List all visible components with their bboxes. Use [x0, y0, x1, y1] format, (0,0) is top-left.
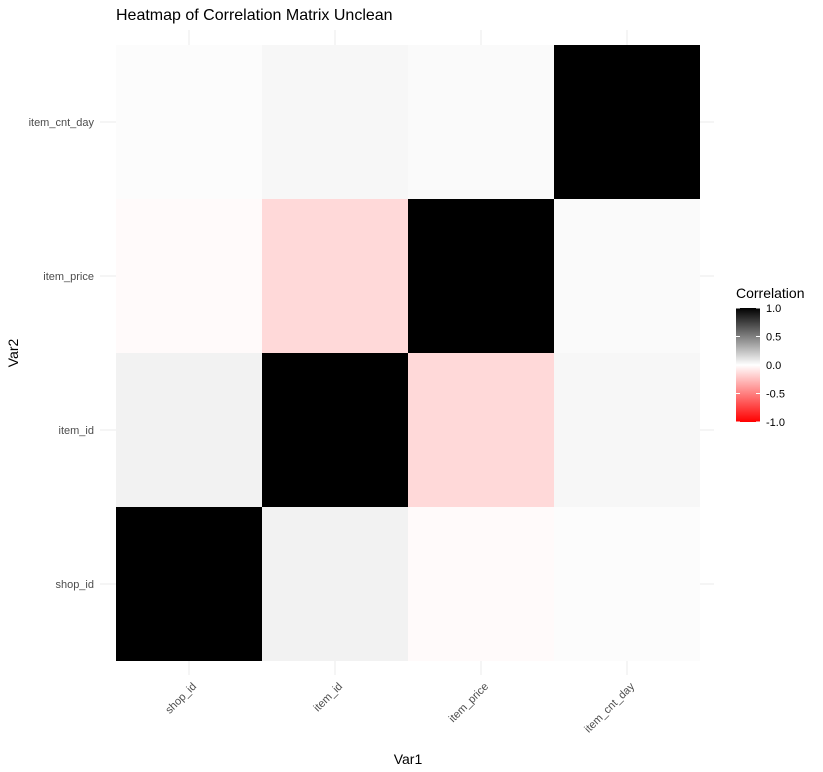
y-tick-label: item_cnt_day: [29, 117, 95, 129]
legend: Correlation 1.0 0.5 0.0 -0.5 -1.0: [736, 285, 804, 429]
legend-tick-label: 0.0: [766, 360, 781, 372]
legend-tick-label: -0.5: [766, 389, 785, 401]
x-tick-label: shop_id: [163, 681, 199, 717]
legend-title: Correlation: [736, 285, 804, 301]
x-axis-title: Var1: [394, 751, 423, 767]
x-tick-label: item_id: [312, 681, 346, 715]
chart-title: Heatmap of Correlation Matrix Unclean: [116, 7, 393, 24]
x-tick-label: item_cnt_day: [582, 680, 637, 735]
legend-tick-label: -1.0: [766, 417, 785, 429]
y-tick-labels: shop_id item_id item_price item_cnt_day: [29, 117, 95, 591]
heatmap-cell-shop_id-item_price: [116, 199, 262, 353]
heatmap-cell-item_cnt_day-item_cnt_day: [554, 45, 700, 199]
heatmap-cell-item_id-item_id: [262, 353, 408, 507]
x-tick-label: item_price: [447, 681, 491, 725]
heatmap-cell-item_price-item_price: [408, 199, 554, 353]
y-tick-label: item_price: [43, 271, 94, 283]
heatmap-cell-item_id-item_price: [262, 199, 408, 353]
heatmap-cell-item_cnt_day-shop_id: [554, 507, 700, 661]
heatmap-cell-item_price-shop_id: [408, 507, 554, 661]
y-axis-title: Var2: [5, 339, 21, 368]
heatmap-cell-shop_id-item_id: [116, 353, 262, 507]
heatmap-cell-item_cnt_day-item_price: [554, 199, 700, 353]
y-tick-label: shop_id: [55, 579, 94, 591]
y-tick-label: item_id: [59, 425, 94, 437]
heatmap-cell-item_id-shop_id: [262, 507, 408, 661]
heatmap-cells: [116, 45, 700, 661]
x-tick-labels: shop_id item_id item_price item_cnt_day: [163, 680, 637, 735]
heatmap-cell-shop_id-item_cnt_day: [116, 45, 262, 199]
legend-tick-label: 0.5: [766, 332, 781, 344]
heatmap-cell-item_price-item_cnt_day: [408, 45, 554, 199]
heatmap-cell-item_price-item_id: [408, 353, 554, 507]
heatmap-cell-item_id-item_cnt_day: [262, 45, 408, 199]
heatmap-cell-shop_id-shop_id: [116, 507, 262, 661]
legend-tick-label: 1.0: [766, 303, 781, 315]
heatmap-cell-item_cnt_day-item_id: [554, 353, 700, 507]
